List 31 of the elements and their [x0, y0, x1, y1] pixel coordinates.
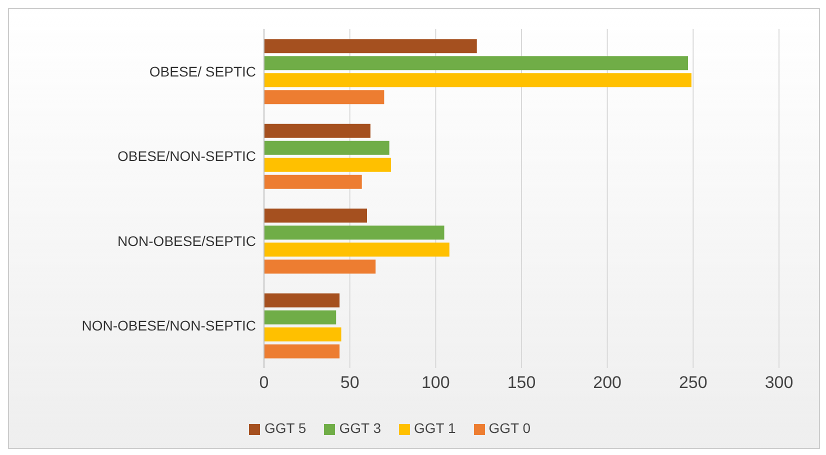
bar: [264, 73, 692, 88]
bar: [264, 158, 392, 172]
x-tick-label: 50: [340, 373, 360, 392]
x-tick-label: 200: [593, 373, 622, 392]
y-tick-label: NON-OBESE/SEPTIC: [118, 232, 256, 249]
legend-label: GGT 1: [414, 420, 456, 436]
bar: [264, 226, 444, 240]
y-tick-label: OBESE/NON-SEPTIC: [118, 148, 256, 164]
bar: [264, 260, 376, 274]
legend-label: GGT 3: [339, 420, 381, 436]
bar: [264, 124, 370, 138]
legend-label: GGT 0: [488, 420, 531, 436]
x-tick-label: 250: [678, 373, 708, 392]
x-tick-label: 100: [421, 373, 450, 392]
bar: [264, 242, 450, 257]
y-tick-label: OBESE/ SEPTIC: [149, 63, 256, 80]
legend-label: GGT 5: [264, 420, 306, 436]
bar: [264, 174, 362, 189]
x-tick-label: 300: [764, 373, 794, 392]
bar: [264, 310, 336, 324]
x-tick-label: 0: [259, 373, 269, 392]
bar: [264, 208, 367, 223]
bar: [264, 344, 340, 358]
bar: [264, 140, 390, 155]
bar: [264, 90, 384, 104]
bar: [264, 293, 340, 308]
y-tick-label: NON-OBESE/NON-SEPTIC: [82, 318, 256, 334]
bar: [264, 39, 477, 54]
bar: [264, 327, 342, 342]
bar: [264, 56, 688, 70]
x-tick-label: 150: [507, 373, 536, 392]
